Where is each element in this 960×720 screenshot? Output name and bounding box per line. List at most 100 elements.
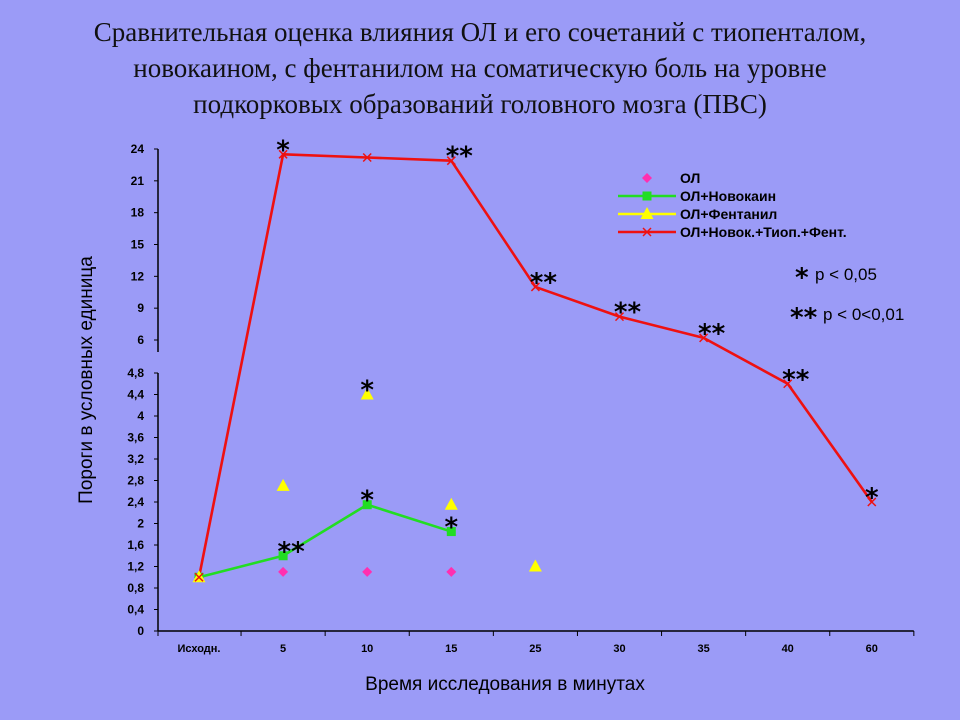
title-line-3: подкорковых образований головного мозга … <box>193 89 767 119</box>
x-tick-label: 30 <box>613 643 625 655</box>
marker-x-stroke <box>783 379 793 389</box>
x-tick-label: 5 <box>280 643 286 655</box>
marker-x <box>642 227 652 237</box>
y-tick-label: 2,8 <box>127 474 144 488</box>
marker-square <box>446 527 456 537</box>
y-axis-label: Пороги в условных единица <box>76 256 97 504</box>
marker-triangle <box>276 478 290 491</box>
legend-item-0: ОЛ <box>642 170 700 186</box>
axes: 0 0,4 0,8 1,2 1,6 2 2,4 2,8 3,2 3,6 4 4,4 4,8 6 9 12 15 1… <box>127 142 915 655</box>
y-tick-label: 2 <box>137 517 144 531</box>
significance-mark: * <box>276 135 290 165</box>
y-tick-label: 18 <box>131 206 145 220</box>
y-tick-label: 0 <box>137 624 144 638</box>
y-tick-label: 4 <box>137 409 144 423</box>
significance-symbol: * <box>795 263 809 293</box>
marker-diamond <box>446 566 457 577</box>
y-tick-label: 9 <box>137 301 144 315</box>
y-tick-label: 0,8 <box>127 581 144 595</box>
significance-legend: * р < 0,05 ** р < 0<0,01 <box>790 263 904 333</box>
marker-x <box>783 379 793 389</box>
y-tick-label: 21 <box>131 174 145 188</box>
legend-item-2: ОЛ+Фентанил <box>618 206 777 222</box>
significance-mark: * <box>360 486 374 516</box>
y-tick-label: 1,2 <box>127 560 144 574</box>
y-tick-label: 6 <box>137 333 144 347</box>
y-tick-label: 2,4 <box>127 495 144 509</box>
y-tick-label: 3,6 <box>127 431 144 445</box>
marker-square <box>362 500 372 510</box>
marker-square <box>278 551 288 561</box>
x-tick-label: 35 <box>697 643 709 655</box>
marker-diamond <box>362 566 373 577</box>
significance-legend-item: * р < 0,05 <box>795 263 877 293</box>
significance-mark: ** <box>698 319 726 349</box>
marker-x-stroke <box>530 282 540 292</box>
marker-x-stroke <box>278 149 288 159</box>
marker-x <box>194 572 204 582</box>
legend-label: ОЛ+Фентанил <box>680 206 777 222</box>
y-tick-label: 24 <box>131 142 145 156</box>
legend-label: ОЛ+Новокаин <box>680 188 776 204</box>
marker-x-stroke <box>614 312 625 322</box>
marker-x <box>278 149 288 159</box>
y-tick-label: 4,4 <box>127 388 144 402</box>
y-tick-label: 12 <box>131 269 145 283</box>
chart-title: Сравнительная оценка влияния ОЛ и его со… <box>0 14 960 122</box>
series-layer <box>192 149 877 583</box>
legend-label: ОЛ <box>680 170 700 186</box>
x-tick-label: 10 <box>361 643 373 655</box>
marker-x <box>530 282 540 292</box>
marker-x-stroke <box>867 497 877 507</box>
marker-diamond <box>642 173 652 183</box>
annotation-layer: ****** *********** <box>276 135 879 566</box>
significance-text: р < 0,05 <box>815 265 877 284</box>
y-tick-label: 1,6 <box>127 538 144 552</box>
significance-mark: * <box>444 513 458 543</box>
marker-triangle <box>444 497 458 510</box>
marker-x-stroke <box>699 333 709 343</box>
significance-legend-item: ** р < 0<0,01 <box>790 303 904 333</box>
marker-x <box>362 152 372 163</box>
marker-x <box>446 156 456 166</box>
legend-label: ОЛ+Новок.+Тиоп.+Фент. <box>680 224 847 240</box>
marker-x-stroke <box>446 156 456 166</box>
marker-x-stroke <box>642 227 652 237</box>
significance-mark: * <box>865 483 879 513</box>
y-tick-label: 15 <box>131 238 145 252</box>
x-tick-label: 40 <box>782 643 794 655</box>
marker-triangle <box>528 559 542 572</box>
legend-item-3: ОЛ+Новок.+Тиоп.+Фент. <box>618 224 847 240</box>
x-axis-label: Время исследования в минутах <box>365 674 645 695</box>
significance-mark: ** <box>446 142 474 172</box>
marker-x-stroke <box>194 572 204 582</box>
y-tick-label: 0,4 <box>127 603 144 617</box>
x-tick-label: 60 <box>866 643 878 655</box>
x-tick-label: Исходн. <box>178 643 221 655</box>
marker-x-stroke <box>362 152 372 163</box>
title-line-1: Сравнительная оценка влияния ОЛ и его со… <box>93 17 867 47</box>
y-tick-label: 4,8 <box>127 366 144 380</box>
x-tick-label: 25 <box>529 643 541 655</box>
significance-text: р < 0<0,01 <box>823 305 904 324</box>
series-line-1 <box>198 503 452 579</box>
marker-x <box>614 312 625 322</box>
marker-diamond <box>278 566 289 577</box>
marker-triangle <box>640 207 654 219</box>
legend: ОЛ ОЛ+Новокаин ОЛ+Фентанил ОЛ+Новок.+Тиоп.+… <box>618 170 847 240</box>
significance-mark: ** <box>277 537 305 567</box>
marker-triangle <box>360 387 374 400</box>
significance-mark: ** <box>614 298 642 328</box>
legend-item-1: ОЛ+Новокаин <box>618 188 776 204</box>
y-tick-label: 3,2 <box>127 452 144 466</box>
marker-x <box>699 333 709 343</box>
significance-mark: * <box>360 376 374 406</box>
marker-x <box>867 497 877 507</box>
significance-mark: ** <box>782 365 810 395</box>
x-tick-label: 15 <box>445 643 457 655</box>
title-line-2: новокаином, с фентанилом на соматическую… <box>133 53 827 83</box>
significance-symbol: ** <box>790 303 818 333</box>
significance-mark: ** <box>530 268 558 298</box>
marker-square <box>642 191 652 201</box>
